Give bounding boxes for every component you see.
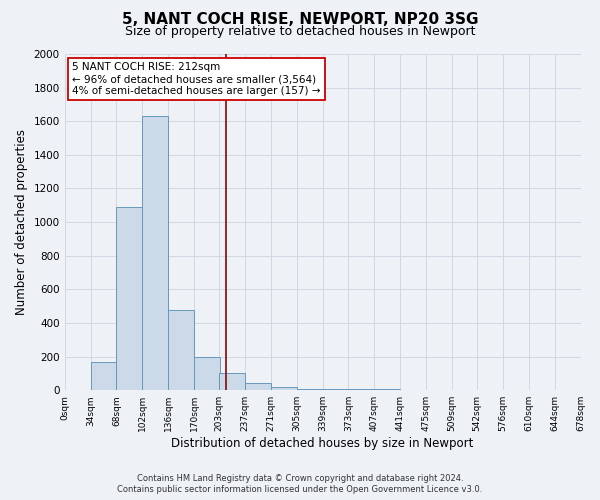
Text: 5 NANT COCH RISE: 212sqm
← 96% of detached houses are smaller (3,564)
4% of semi: 5 NANT COCH RISE: 212sqm ← 96% of detach…	[73, 62, 321, 96]
Bar	[271, 387, 297, 390]
Y-axis label: Number of detached properties: Number of detached properties	[15, 129, 28, 315]
Text: Contains HM Land Registry data © Crown copyright and database right 2024.
Contai: Contains HM Land Registry data © Crown c…	[118, 474, 482, 494]
Bar	[245, 384, 271, 390]
Bar	[142, 116, 168, 390]
Bar	[116, 207, 142, 390]
Bar	[168, 310, 194, 390]
X-axis label: Distribution of detached houses by size in Newport: Distribution of detached houses by size …	[172, 437, 474, 450]
Text: Size of property relative to detached houses in Newport: Size of property relative to detached ho…	[125, 25, 475, 38]
Bar	[219, 374, 245, 390]
Bar	[91, 362, 116, 390]
Bar	[194, 356, 220, 390]
Text: 5, NANT COCH RISE, NEWPORT, NP20 3SG: 5, NANT COCH RISE, NEWPORT, NP20 3SG	[122, 12, 478, 28]
